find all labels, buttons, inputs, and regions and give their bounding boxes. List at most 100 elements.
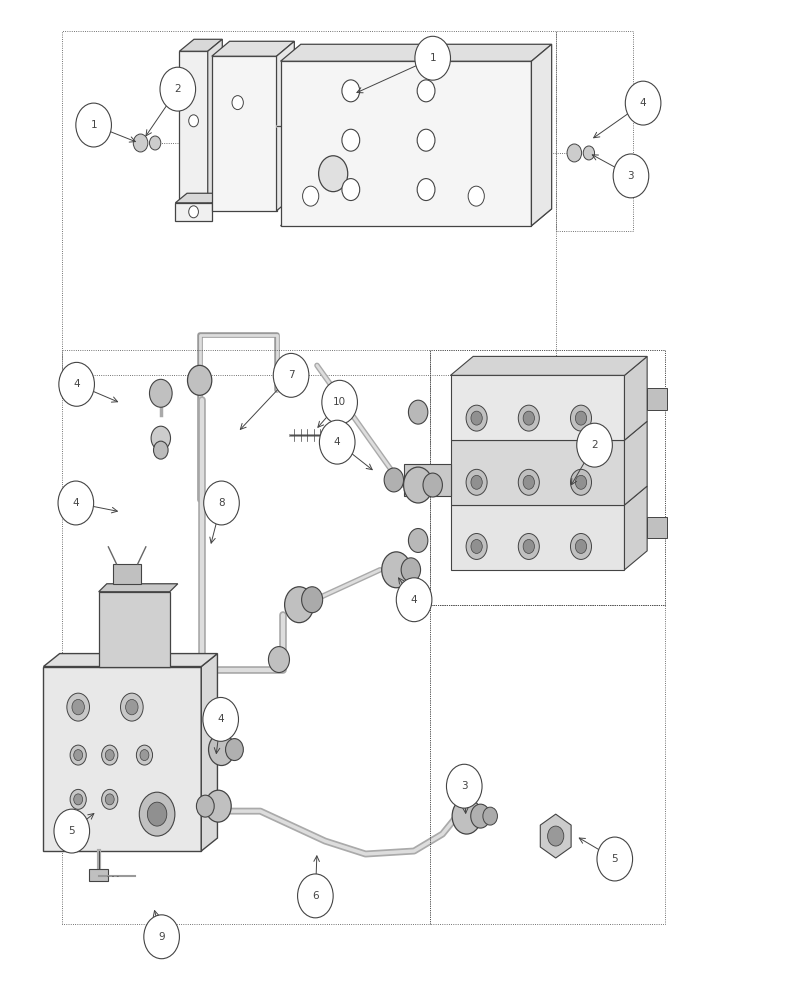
Circle shape bbox=[341, 179, 359, 201]
Circle shape bbox=[70, 745, 86, 765]
Polygon shape bbox=[89, 869, 108, 881]
Circle shape bbox=[384, 468, 403, 492]
Circle shape bbox=[144, 915, 179, 959]
Circle shape bbox=[414, 36, 450, 80]
Polygon shape bbox=[175, 193, 223, 203]
Circle shape bbox=[70, 789, 86, 809]
Circle shape bbox=[149, 379, 172, 407]
Circle shape bbox=[570, 469, 590, 495]
Circle shape bbox=[517, 405, 539, 431]
Circle shape bbox=[466, 534, 487, 559]
Polygon shape bbox=[44, 667, 201, 851]
Circle shape bbox=[522, 539, 534, 553]
Polygon shape bbox=[201, 654, 217, 851]
Circle shape bbox=[203, 697, 238, 741]
Circle shape bbox=[566, 144, 581, 162]
Text: 8: 8 bbox=[218, 498, 225, 508]
Text: 6: 6 bbox=[311, 891, 318, 901]
Circle shape bbox=[188, 115, 198, 127]
Circle shape bbox=[341, 129, 359, 151]
Text: 10: 10 bbox=[333, 397, 345, 407]
Text: 5: 5 bbox=[611, 854, 617, 864]
Text: 4: 4 bbox=[217, 714, 224, 724]
Polygon shape bbox=[277, 41, 294, 211]
Text: 4: 4 bbox=[73, 379, 79, 389]
Circle shape bbox=[470, 539, 482, 553]
Circle shape bbox=[196, 795, 214, 817]
Circle shape bbox=[466, 469, 487, 495]
Circle shape bbox=[268, 647, 289, 673]
Text: 9: 9 bbox=[158, 932, 165, 942]
Circle shape bbox=[417, 179, 435, 201]
Polygon shape bbox=[450, 375, 624, 440]
Circle shape bbox=[139, 792, 174, 836]
Polygon shape bbox=[624, 356, 646, 440]
Circle shape bbox=[408, 529, 427, 552]
Polygon shape bbox=[624, 421, 646, 505]
Circle shape bbox=[446, 764, 482, 808]
Text: 1: 1 bbox=[429, 53, 436, 63]
Circle shape bbox=[570, 534, 590, 559]
Circle shape bbox=[153, 441, 168, 459]
Circle shape bbox=[452, 798, 481, 834]
Circle shape bbox=[381, 552, 410, 588]
Circle shape bbox=[74, 750, 83, 761]
Circle shape bbox=[403, 467, 432, 503]
Circle shape bbox=[75, 103, 111, 147]
Circle shape bbox=[74, 794, 83, 805]
Polygon shape bbox=[175, 203, 212, 221]
Circle shape bbox=[522, 475, 534, 489]
Polygon shape bbox=[44, 654, 217, 667]
Polygon shape bbox=[450, 440, 624, 505]
Circle shape bbox=[204, 481, 239, 525]
Circle shape bbox=[136, 745, 152, 765]
Circle shape bbox=[575, 475, 586, 489]
Circle shape bbox=[101, 789, 118, 809]
Circle shape bbox=[522, 411, 534, 425]
Circle shape bbox=[596, 837, 632, 881]
Text: 4: 4 bbox=[410, 595, 417, 605]
Text: 2: 2 bbox=[174, 84, 181, 94]
Polygon shape bbox=[212, 56, 277, 211]
Circle shape bbox=[517, 469, 539, 495]
Circle shape bbox=[570, 405, 590, 431]
Circle shape bbox=[151, 426, 170, 450]
Circle shape bbox=[396, 578, 431, 622]
Circle shape bbox=[139, 750, 148, 761]
Polygon shape bbox=[281, 209, 551, 226]
Circle shape bbox=[301, 587, 322, 613]
Circle shape bbox=[341, 80, 359, 102]
Circle shape bbox=[582, 146, 594, 160]
Circle shape bbox=[285, 587, 313, 623]
Circle shape bbox=[54, 809, 89, 853]
Circle shape bbox=[232, 96, 243, 110]
Polygon shape bbox=[281, 44, 551, 61]
Circle shape bbox=[72, 699, 84, 715]
Circle shape bbox=[58, 481, 93, 525]
Circle shape bbox=[105, 794, 114, 805]
Circle shape bbox=[147, 802, 166, 826]
Polygon shape bbox=[450, 505, 624, 570]
Circle shape bbox=[67, 693, 89, 721]
Circle shape bbox=[321, 380, 357, 424]
Polygon shape bbox=[208, 39, 222, 206]
Circle shape bbox=[576, 423, 611, 467]
Polygon shape bbox=[450, 356, 646, 375]
Circle shape bbox=[188, 206, 198, 218]
Circle shape bbox=[205, 790, 231, 822]
Circle shape bbox=[319, 420, 354, 464]
Circle shape bbox=[126, 699, 138, 715]
Text: 4: 4 bbox=[639, 98, 646, 108]
Circle shape bbox=[575, 411, 586, 425]
Text: 3: 3 bbox=[627, 171, 633, 181]
Circle shape bbox=[105, 750, 114, 761]
Text: 5: 5 bbox=[68, 826, 75, 836]
Text: 4: 4 bbox=[333, 437, 340, 447]
Circle shape bbox=[470, 411, 482, 425]
Circle shape bbox=[417, 80, 435, 102]
Circle shape bbox=[149, 136, 161, 150]
Text: 2: 2 bbox=[590, 440, 597, 450]
Text: 4: 4 bbox=[72, 498, 79, 508]
Circle shape bbox=[120, 693, 143, 721]
Circle shape bbox=[517, 534, 539, 559]
